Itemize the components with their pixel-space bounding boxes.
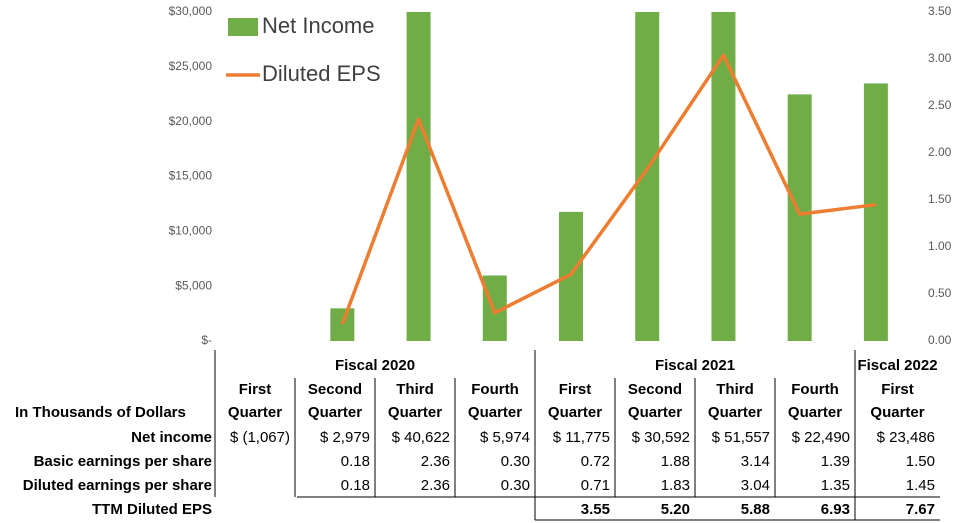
column-header: Quarter <box>308 404 362 421</box>
column-header: First <box>881 381 914 398</box>
cell: 3.55 <box>581 501 610 518</box>
cell: 5.88 <box>741 501 770 518</box>
cell: $ 30,592 <box>632 429 690 446</box>
bar <box>559 211 583 341</box>
column-header: Quarter <box>228 404 282 421</box>
column-header: Third <box>716 381 754 398</box>
cell: 0.30 <box>501 453 530 470</box>
bar <box>330 308 355 341</box>
cell: 0.30 <box>501 477 530 494</box>
cell: 7.67 <box>906 501 935 518</box>
cell: 0.18 <box>341 453 370 470</box>
line <box>340 53 877 325</box>
group-header: Fiscal 2022 <box>857 357 937 374</box>
bar <box>787 94 812 341</box>
bar <box>254 341 278 353</box>
y2-tick-label: 3.50 <box>928 4 952 18</box>
cell: $ 2,979 <box>320 429 370 446</box>
column-header: Quarter <box>468 404 522 421</box>
y-tick-label: $5,000 <box>175 278 212 292</box>
y2-tick-label: 3.00 <box>928 51 952 65</box>
y2-tick-label: 2.50 <box>928 98 952 112</box>
y-tick-label: $20,000 <box>169 114 213 128</box>
column-header: Quarter <box>788 404 842 421</box>
column-header: Fourth <box>791 381 838 398</box>
cell: 6.93 <box>821 501 850 518</box>
plot-area <box>254 12 888 353</box>
cell: 3.04 <box>741 477 770 494</box>
column-header: Quarter <box>548 404 602 421</box>
row-header: In Thousands of Dollars <box>15 404 186 421</box>
group-header: Fiscal 2020 <box>335 357 415 374</box>
cell: $ 11,775 <box>553 429 610 446</box>
bar <box>863 83 888 341</box>
bar <box>635 12 660 341</box>
y2-tick-label: 0.00 <box>928 333 952 347</box>
bar <box>711 12 736 341</box>
cell: 1.50 <box>906 453 935 470</box>
y-tick-label: $10,000 <box>169 224 213 238</box>
column-header: Second <box>628 381 682 398</box>
row-label: TTM Diluted EPS <box>92 501 212 518</box>
cell: $ 23,486 <box>877 429 935 446</box>
column-header: Quarter <box>870 404 924 421</box>
bar <box>406 12 431 341</box>
cell: 1.39 <box>821 453 850 470</box>
column-header: First <box>239 381 272 398</box>
column-header: First <box>559 381 592 398</box>
y-tick-label: $25,000 <box>169 59 213 73</box>
cell: 0.72 <box>581 453 610 470</box>
cell: 2.36 <box>421 477 450 494</box>
cell: 0.18 <box>341 477 370 494</box>
cell: 1.83 <box>661 477 690 494</box>
cell: 3.14 <box>741 453 770 470</box>
legend-swatch <box>228 18 258 36</box>
cell: 5.20 <box>661 501 690 518</box>
column-header: Third <box>396 381 434 398</box>
cell: $ (1,067) <box>230 429 290 446</box>
column-header: Fourth <box>471 381 518 398</box>
cell: 0.71 <box>581 477 610 494</box>
legend-label: Diluted EPS <box>262 61 381 86</box>
cell: 2.36 <box>421 453 450 470</box>
column-header: Second <box>308 381 362 398</box>
column-header: Quarter <box>388 404 442 421</box>
cell: $ 51,557 <box>712 429 770 446</box>
y2-tick-label: 1.50 <box>928 192 952 206</box>
y-tick-label: $15,000 <box>169 169 213 183</box>
cell: $ 40,622 <box>392 429 450 446</box>
row-label: Basic earnings per share <box>34 453 212 470</box>
column-header: Quarter <box>628 404 682 421</box>
y-tick-label: $30,000 <box>169 4 213 18</box>
row-label: Diluted earnings per share <box>23 477 212 494</box>
y2-tick-label: 0.50 <box>928 286 952 300</box>
cell: $ 22,490 <box>792 429 850 446</box>
row-label: Net income <box>131 429 212 446</box>
y2-tick-label: 1.00 <box>928 239 952 253</box>
column-header: Quarter <box>708 404 762 421</box>
cell: 1.35 <box>821 477 850 494</box>
cell: 1.45 <box>906 477 935 494</box>
y-tick-label: $- <box>201 333 212 347</box>
cell: $ 5,974 <box>480 429 530 446</box>
cell: 1.88 <box>661 453 690 470</box>
legend-label: Net Income <box>262 13 375 38</box>
y2-tick-label: 2.00 <box>928 145 952 159</box>
group-header: Fiscal 2021 <box>655 357 735 374</box>
